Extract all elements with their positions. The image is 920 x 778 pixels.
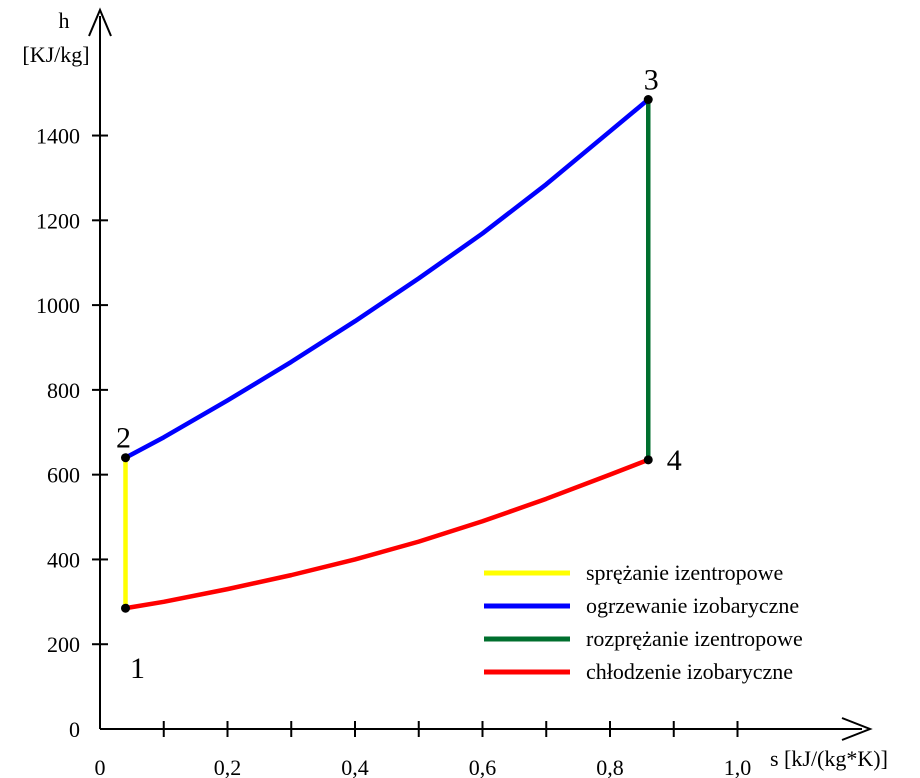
y-tick-label: 600: [47, 463, 80, 488]
series-line-2: [123, 97, 651, 460]
y-tick-label: 200: [47, 632, 80, 657]
x-tick-label: 0,4: [341, 755, 369, 778]
y-axis-label-symbol: h: [59, 8, 70, 33]
x-axis-label: s [kJ/(kg*K)]: [770, 746, 888, 771]
x-tick-label: 1,0: [724, 755, 752, 778]
legend: sprężanie izentropowe ogrzewanie izobaryc…: [484, 560, 803, 684]
point-label-3: 3: [644, 64, 659, 97]
series-lines: [123, 97, 651, 611]
y-tick-label: 1400: [36, 124, 80, 149]
y-tick-label: 0: [69, 717, 80, 742]
legend-label-2: ogrzewanie izobaryczne: [586, 593, 799, 618]
x-tick-label: 0,2: [214, 755, 242, 778]
x-tick-label: 0,6: [469, 755, 497, 778]
y-axis-label-unit: [KJ/kg]: [22, 42, 89, 67]
point-marker-3: [643, 95, 653, 105]
point-label-1: 1: [130, 652, 145, 685]
legend-label-3: rozprężanie izentropowe: [586, 626, 803, 651]
point-marker-2: [121, 453, 130, 463]
legend-label-1: sprężanie izentropowe: [586, 560, 783, 585]
y-tick-label: 800: [47, 378, 80, 403]
point-label-4: 4: [667, 444, 682, 477]
x-axis-arrow-icon: [841, 717, 873, 741]
y-tick-label: 1000: [36, 293, 80, 318]
y-ticks: 0 200 400 600 800 1000 1200 1400: [36, 124, 108, 742]
series-line-4: [123, 457, 651, 611]
legend-label-4: chłodzenie izobaryczne: [586, 659, 793, 684]
point-marker-4: [643, 455, 653, 465]
x-ticks: 0 0,2 0,4 0,6 0,8 1,0: [95, 721, 752, 778]
point-label-2: 2: [116, 422, 131, 455]
point-marker-1: [121, 603, 130, 613]
cycle-points: 1 2 3 4: [116, 64, 682, 686]
y-axis-arrow-icon: [88, 7, 112, 37]
x-tick-label: 0: [95, 755, 106, 778]
y-tick-label: 400: [47, 547, 80, 572]
x-tick-label: 0,8: [596, 755, 624, 778]
y-tick-label: 1200: [36, 208, 80, 233]
